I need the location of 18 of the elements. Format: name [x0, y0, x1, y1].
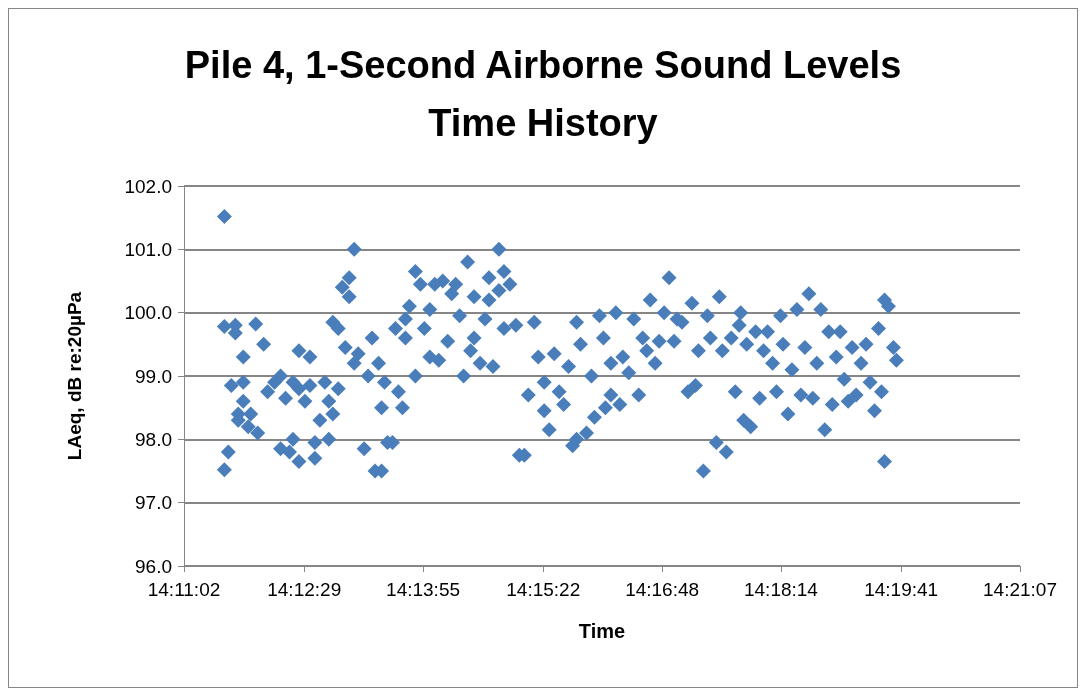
- x-tick-label: 14:15:22: [506, 579, 581, 600]
- y-tick-label: 96.0: [135, 555, 172, 577]
- x-tick-label: 14:21:07: [983, 579, 1057, 600]
- y-tick-label: 100.0: [124, 302, 172, 324]
- y-axis-title: LAeq, dB re:20µPa: [64, 291, 85, 461]
- y-tick-label: 99.0: [135, 365, 172, 387]
- y-tick-label: 98.0: [135, 428, 172, 450]
- x-tick-label: 14:12:29: [267, 579, 342, 600]
- y-tick-label: 102.0: [124, 175, 172, 197]
- x-tick-label: 14:13:55: [386, 579, 461, 600]
- x-tick-label: 14:18:14: [743, 579, 819, 600]
- x-tick-label: 14:11:02: [147, 579, 221, 600]
- x-tick-label: 14:16:48: [625, 579, 700, 600]
- x-tick-label: 14:19:41: [864, 579, 939, 600]
- x-axis-title: Time: [578, 620, 626, 642]
- y-tick-label: 97.0: [135, 492, 172, 514]
- chart-title: Pile 4, 1-Second Airborne Sound Levels Time History: [184, 44, 902, 144]
- y-tick-label: 101.0: [124, 238, 172, 260]
